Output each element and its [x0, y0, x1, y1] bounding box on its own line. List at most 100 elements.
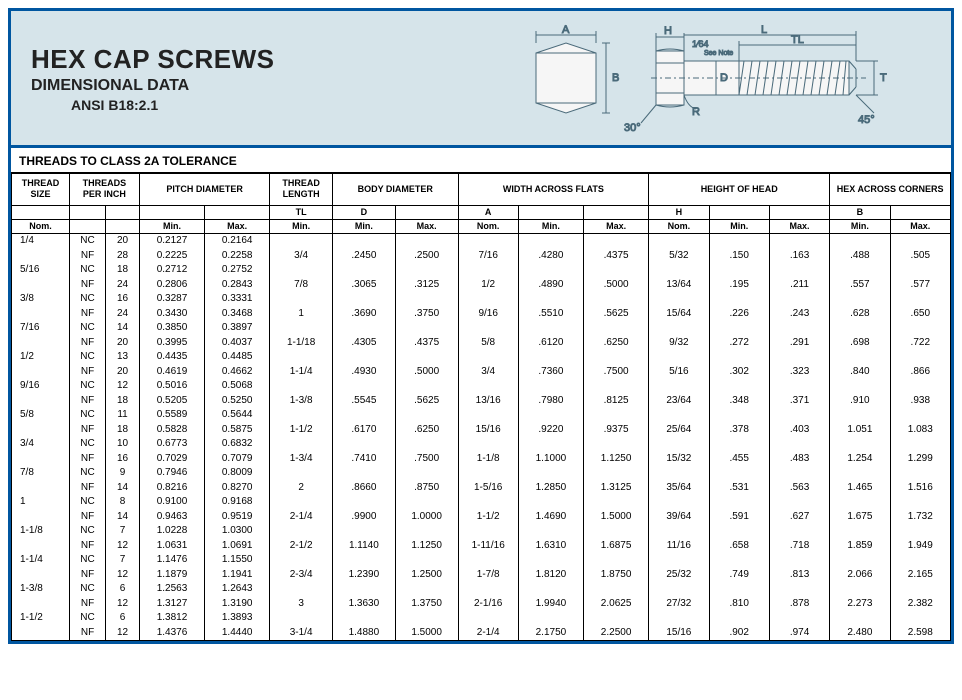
title-sub2: ANSI B18:2.1: [31, 97, 481, 113]
cell: 1.1550: [205, 553, 270, 568]
cell: [890, 379, 950, 394]
cell: [890, 234, 950, 249]
cell: 2-1/2: [270, 539, 333, 554]
col-letter: D: [333, 205, 396, 219]
table-row: NF140.94630.95192-1/4.99001.00001-1/21.4…: [12, 510, 951, 525]
cell: .591: [709, 510, 769, 525]
cell: 1.0631: [139, 539, 204, 554]
cell: 1.3812: [139, 611, 204, 626]
col-sub: [69, 219, 105, 233]
cell: 1.0300: [205, 524, 270, 539]
cell: [890, 553, 950, 568]
col-letter: A: [458, 205, 518, 219]
cell: 0.8270: [205, 481, 270, 496]
col-sub: Min.: [333, 219, 396, 233]
cell: [518, 292, 583, 307]
cell: 13/64: [649, 278, 709, 293]
cell: NF: [69, 626, 105, 641]
cell: .226: [709, 307, 769, 322]
diagram-label-45: 45°: [858, 114, 875, 126]
cell: [769, 408, 829, 423]
cell: [890, 466, 950, 481]
cell: [458, 292, 518, 307]
cell: 1-1/8: [12, 524, 70, 539]
cell: [395, 350, 458, 365]
cell: [458, 524, 518, 539]
cell: [333, 408, 396, 423]
cell: [830, 466, 890, 481]
cell: 1.465: [830, 481, 890, 496]
cell: [458, 437, 518, 452]
cell: 3/8: [12, 292, 70, 307]
table-row: NF240.34300.34681.3690.37509/16.5510.562…: [12, 307, 951, 322]
cell: .5625: [395, 394, 458, 409]
cell: 1.2390: [333, 568, 396, 583]
cell: 0.3287: [139, 292, 204, 307]
cell: [584, 524, 649, 539]
cell: [518, 321, 583, 336]
cell: [649, 553, 709, 568]
cell: [395, 466, 458, 481]
cell: NF: [69, 394, 105, 409]
cell: 1-1/4: [270, 365, 333, 380]
table-row: 3/8NC160.32870.3331: [12, 292, 951, 307]
cell: .7360: [518, 365, 583, 380]
cell: [518, 350, 583, 365]
cell: .4375: [584, 249, 649, 264]
cell: 5/16: [649, 365, 709, 380]
header-bar: HEX CAP SCREWS DIMENSIONAL DATA ANSI B18…: [11, 11, 951, 148]
cell: 1-11/16: [458, 539, 518, 554]
cell: 39/64: [649, 510, 709, 525]
cell: [890, 495, 950, 510]
col-letter: TL: [270, 205, 333, 219]
table-row: NF121.06311.06912-1/21.11401.12501-11/16…: [12, 539, 951, 554]
cell: [12, 394, 70, 409]
table-row: 7/16NC140.38500.3897: [12, 321, 951, 336]
cell: [270, 379, 333, 394]
cell: NF: [69, 539, 105, 554]
cell: 2.0625: [584, 597, 649, 612]
cell: 24: [106, 278, 140, 293]
cell: 1.0691: [205, 539, 270, 554]
cell: [649, 321, 709, 336]
cell: 0.5589: [139, 408, 204, 423]
cell: [709, 495, 769, 510]
table-row: 3/4NC100.67730.6832: [12, 437, 951, 452]
cell: 1.1000: [518, 452, 583, 467]
cell: NC: [69, 321, 105, 336]
cell: 1.4376: [139, 626, 204, 641]
cell: [458, 611, 518, 626]
cell: 12: [106, 379, 140, 394]
diagram-label-30: 30°: [624, 122, 641, 133]
cell: [12, 510, 70, 525]
table-header: THREAD SIZETHREADS PER INCHPITCH DIAMETE…: [12, 174, 951, 234]
table-row: 1-1/2NC61.38121.3893: [12, 611, 951, 626]
table-row: 5/16NC180.27120.2752: [12, 263, 951, 278]
col-letter: [139, 205, 204, 219]
cell: 1.2850: [518, 481, 583, 496]
cell: NC: [69, 379, 105, 394]
cell: .718: [769, 539, 829, 554]
col-letter: [890, 205, 950, 219]
cell: [270, 408, 333, 423]
cell: .3750: [395, 307, 458, 322]
table-row: 5/8NC110.55890.5644: [12, 408, 951, 423]
cell: 1.859: [830, 539, 890, 554]
cell: 2: [270, 481, 333, 496]
cell: [395, 379, 458, 394]
table-row: NF180.52050.52501-3/8.5545.562513/16.798…: [12, 394, 951, 409]
cell: .840: [830, 365, 890, 380]
cell: [333, 611, 396, 626]
cell: [769, 524, 829, 539]
cell: 0.2127: [139, 234, 204, 249]
cell: [518, 611, 583, 626]
cell: 1: [270, 307, 333, 322]
cell: [830, 553, 890, 568]
cell: 9/16: [12, 379, 70, 394]
cell: 2-1/4: [270, 510, 333, 525]
cell: [12, 365, 70, 380]
cell: 2.598: [890, 626, 950, 641]
cell: .650: [890, 307, 950, 322]
cell: 0.4037: [205, 336, 270, 351]
cell: 1.5000: [395, 626, 458, 641]
